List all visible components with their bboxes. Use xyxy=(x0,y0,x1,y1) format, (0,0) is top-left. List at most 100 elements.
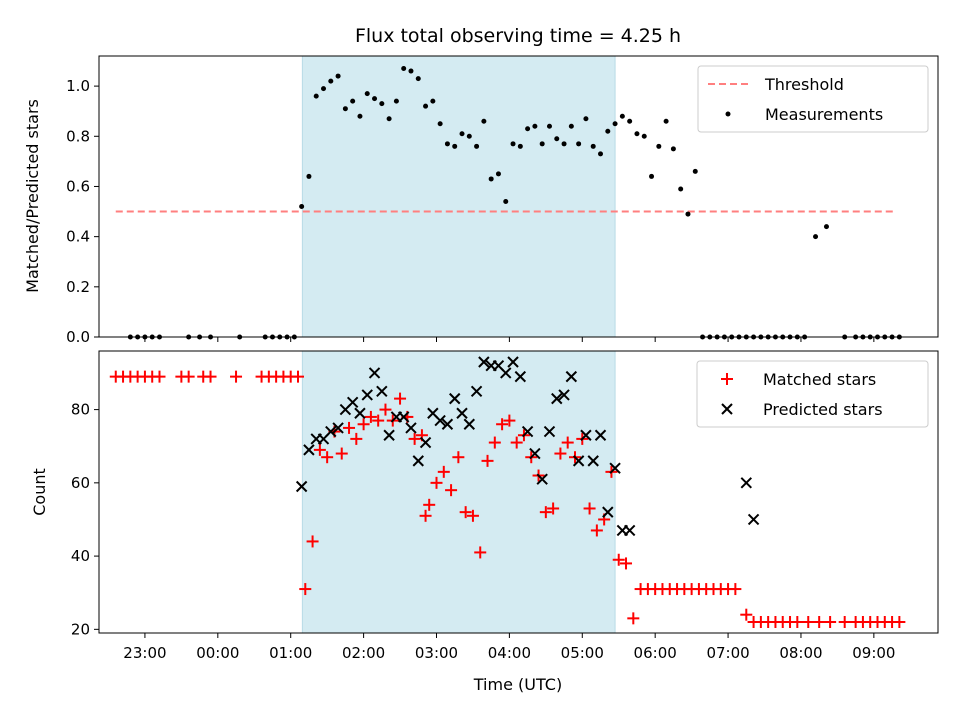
predicted-star-marker xyxy=(580,429,592,441)
measurement-point xyxy=(532,123,538,129)
measurement-point xyxy=(393,98,399,104)
measurement-point xyxy=(328,78,334,84)
predicted-star-marker xyxy=(623,524,636,537)
x-tick-label: 08:00 xyxy=(779,644,822,662)
predicted-star-marker xyxy=(405,422,417,434)
matched-star-marker xyxy=(372,414,385,427)
matched-star-marker xyxy=(445,484,458,497)
predicted-star-marker xyxy=(470,385,483,397)
measurement-point xyxy=(590,143,596,149)
predicted-star-marker xyxy=(594,429,607,441)
matched-star-marker xyxy=(791,616,804,629)
measurement-point xyxy=(678,186,684,192)
measurement-point xyxy=(321,86,327,92)
matched-star-marker xyxy=(590,524,603,537)
legend-matched-swatch xyxy=(721,373,733,385)
measurement-point xyxy=(313,93,319,99)
measurement-point xyxy=(488,176,494,182)
matched-star-marker xyxy=(350,432,363,445)
matched-star-marker xyxy=(474,546,487,559)
predicted-star-marker xyxy=(529,447,541,460)
legend-matched-label: Matched stars xyxy=(763,370,876,389)
predicted-star-marker xyxy=(478,356,490,368)
top-panel: 0.0 0.2 0.4 0.6 0.8 1.0 Flux total observing … xyxy=(23,25,939,346)
observing-interval-shade xyxy=(301,350,616,634)
measurement-point xyxy=(656,143,662,149)
measurement-point xyxy=(663,118,669,124)
predicted-star-marker xyxy=(434,414,446,427)
matched-star-marker xyxy=(481,454,494,467)
matched-star-marker xyxy=(419,509,432,522)
matched-star-marker xyxy=(430,476,443,489)
matched-star-marker xyxy=(321,451,334,464)
measurement-point xyxy=(619,113,625,119)
x-tick-label: 05:00 xyxy=(561,644,604,662)
predicted-star-marker xyxy=(572,455,585,467)
matched-star-marker xyxy=(838,616,851,629)
matched-star-marker xyxy=(364,410,377,423)
measurement-point xyxy=(437,121,443,127)
measurement-point xyxy=(474,143,480,149)
measurement-point xyxy=(430,98,436,104)
predicted-star-marker xyxy=(463,418,476,430)
predicted-star-marker xyxy=(412,455,424,467)
y-tick-label: 80 xyxy=(71,401,90,419)
predicted-star-marker xyxy=(449,392,461,405)
predicted-star-marker xyxy=(551,392,563,405)
predicted-star-marker xyxy=(740,477,752,489)
x-tick-label: 07:00 xyxy=(706,644,749,662)
measurement-point xyxy=(605,128,611,134)
matched-star-marker xyxy=(627,612,640,625)
matched-star-marker xyxy=(437,465,450,478)
matched-star-marker xyxy=(408,432,421,445)
matched-star-marker xyxy=(343,421,356,434)
measurement-point xyxy=(823,224,829,230)
x-tick-label: 23:00 xyxy=(123,644,166,662)
matched-star-marker xyxy=(583,502,596,515)
legend-predicted-label: Predicted stars xyxy=(763,400,883,419)
measurement-point xyxy=(342,106,348,112)
matched-star-marker xyxy=(423,498,436,511)
top-axes-frame xyxy=(98,55,939,338)
measurement-point xyxy=(364,91,370,97)
x-tick-label: 00:00 xyxy=(196,644,239,662)
measurement-point xyxy=(459,131,465,137)
predicted-star-marker xyxy=(368,367,381,379)
measurement-point xyxy=(401,66,407,72)
bottom-axes-frame xyxy=(98,350,939,634)
measurement-point xyxy=(634,131,640,137)
x-axis-label: Time (UTC) xyxy=(473,675,562,694)
x-tick-label: 03:00 xyxy=(415,644,458,662)
matched-star-marker xyxy=(510,436,523,449)
predicted-star-marker xyxy=(383,429,395,441)
predicted-star-marker xyxy=(565,370,578,383)
measurement-point xyxy=(692,168,698,174)
matched-star-marker xyxy=(335,447,348,460)
matched-star-marker xyxy=(824,616,837,629)
matched-star-marker xyxy=(740,608,753,621)
matched-star-marker xyxy=(612,553,625,566)
x-tick-label: 01:00 xyxy=(269,644,312,662)
x-tick-label: 04:00 xyxy=(488,644,531,662)
measurement-point xyxy=(495,171,501,177)
x-tick-label: 09:00 xyxy=(852,644,895,662)
y-tick-label: 0.8 xyxy=(66,127,90,145)
measurement-point xyxy=(561,141,567,147)
y-tick-label: 1.0 xyxy=(66,77,90,95)
x-tick-label: 02:00 xyxy=(342,644,385,662)
matched-star-marker xyxy=(230,370,243,383)
bottom-legend: Matched stars Predicted stars xyxy=(696,360,929,428)
predicted-star-marker xyxy=(354,407,366,419)
predicted-star-marker xyxy=(500,367,512,379)
top-y-axis-label: Matched/Predicted stars xyxy=(23,99,42,293)
measurement-point xyxy=(510,141,516,147)
legend-threshold-label: Threshold xyxy=(764,75,844,94)
matched-star-marker xyxy=(291,370,304,383)
matched-star-marker xyxy=(299,583,312,596)
y-tick-label: 60 xyxy=(71,474,90,492)
matched-star-marker xyxy=(547,502,560,515)
measurement-point xyxy=(466,133,472,139)
measurement-point xyxy=(350,98,356,104)
measurement-point xyxy=(670,146,676,152)
